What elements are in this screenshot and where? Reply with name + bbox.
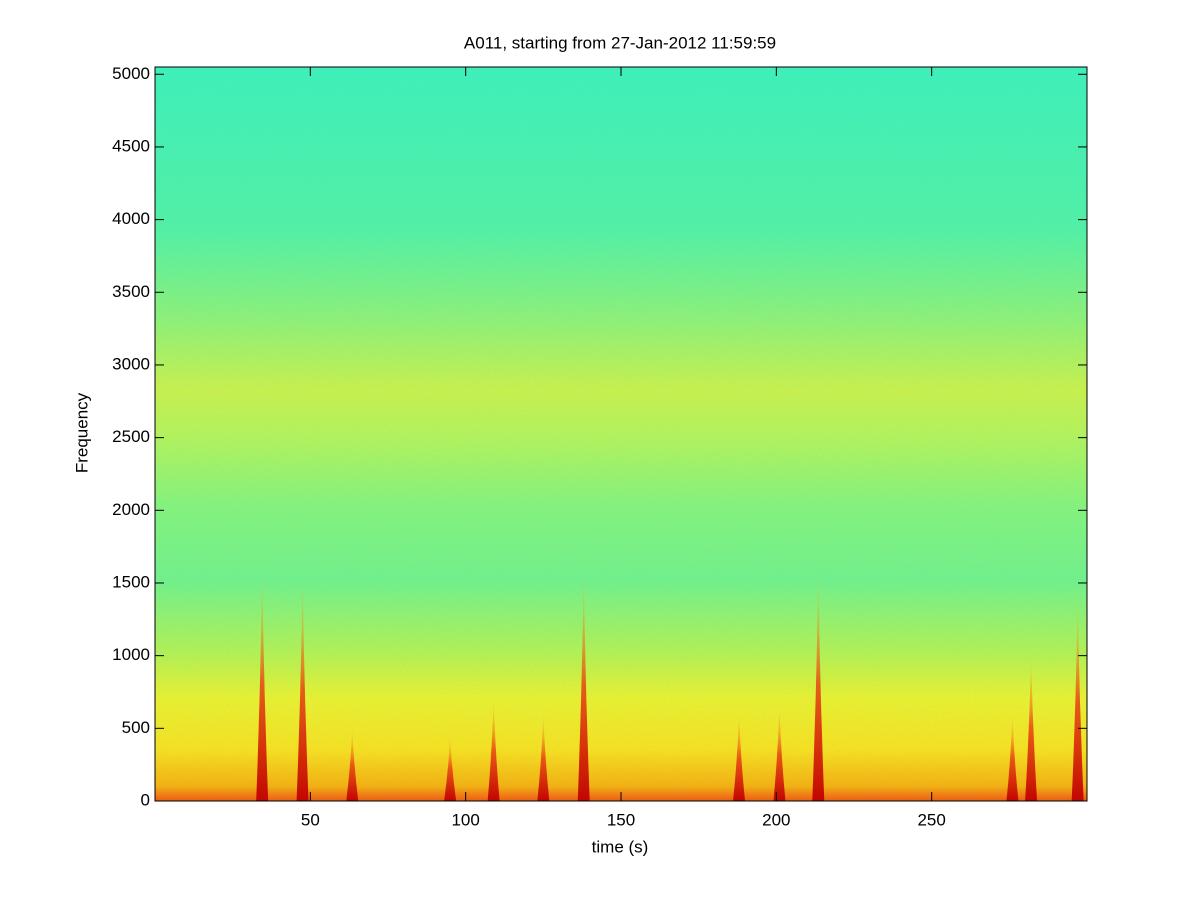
y-axis-label: Frequency: [72, 392, 91, 473]
y-tick-label: 3000: [112, 354, 150, 373]
y-tick-label: 3500: [112, 282, 150, 301]
event-spike: [577, 568, 590, 801]
event-spike: [1025, 655, 1038, 801]
x-tick-label: 200: [762, 810, 790, 829]
event-spike: [296, 575, 309, 801]
y-tick-label: 1500: [112, 572, 150, 591]
y-tick-label: 4000: [112, 209, 150, 228]
event-spike: [256, 568, 269, 801]
event-spike: [733, 713, 746, 801]
y-tick-label: 500: [122, 718, 150, 737]
y-tick-label: 2000: [112, 500, 150, 519]
spectrogram-noise: [155, 67, 1087, 801]
y-tick-label: 1000: [112, 645, 150, 664]
x-tick-label: 100: [451, 810, 479, 829]
event-spike: [1006, 713, 1019, 801]
event-spike: [773, 706, 786, 801]
event-spike: [812, 568, 825, 801]
x-axis-label: time (s): [592, 837, 649, 856]
x-tick-label: 50: [301, 810, 320, 829]
x-tick-label: 250: [917, 810, 945, 829]
y-tick-label: 4500: [112, 136, 150, 155]
y-tick-label: 5000: [112, 64, 150, 83]
event-spike: [537, 713, 550, 801]
y-tick-label: 0: [141, 790, 150, 809]
y-tick-label: 2500: [112, 427, 150, 446]
event-spike: [444, 735, 457, 801]
x-tick-label: 150: [607, 810, 635, 829]
plot-area: [155, 67, 1087, 801]
event-spike: [346, 728, 359, 801]
chart-title: A011, starting from 27-Jan-2012 11:59:59: [464, 33, 776, 52]
event-spike: [487, 699, 500, 801]
event-spike: [1071, 597, 1084, 801]
